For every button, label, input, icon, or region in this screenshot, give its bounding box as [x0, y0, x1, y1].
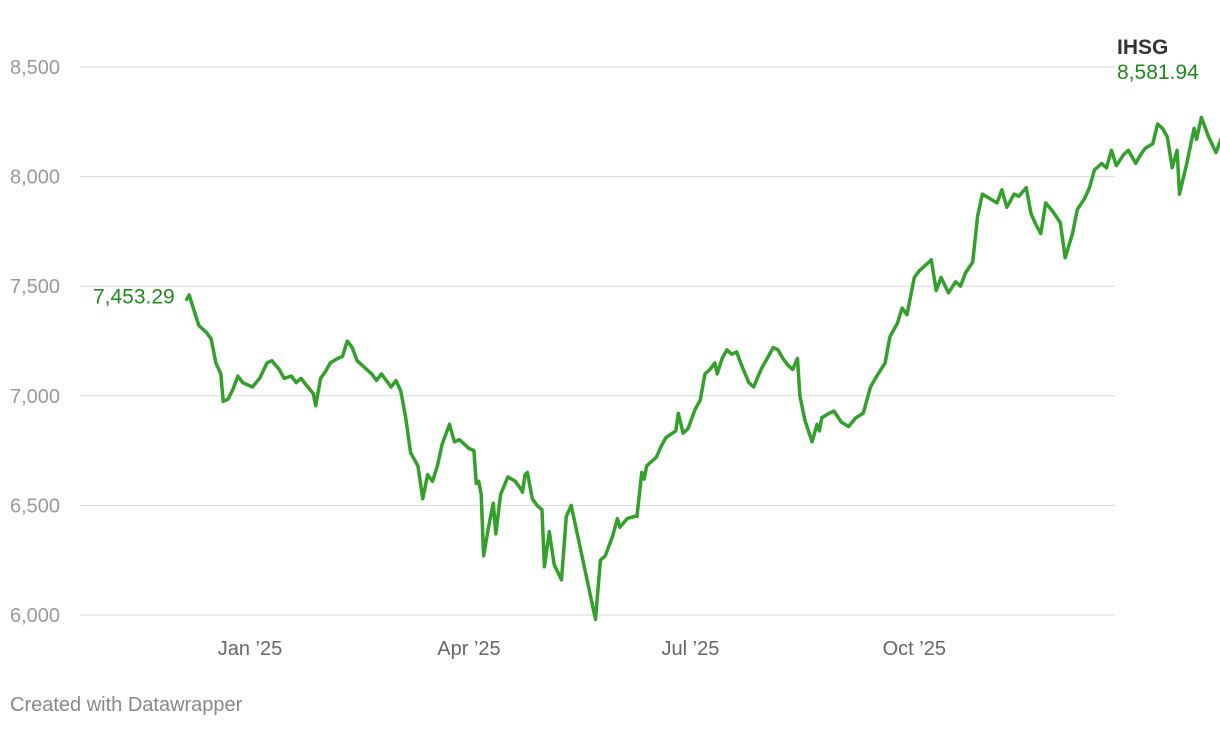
y-tick-label: 7,000	[10, 386, 60, 408]
start-value-label: 7,453.29	[93, 286, 175, 309]
x-tick-label: Jan ’25	[218, 638, 283, 660]
y-tick-label: 7,500	[10, 276, 60, 298]
x-tick-label: Apr ’25	[437, 638, 500, 660]
series-name-label: IHSG	[1117, 36, 1168, 59]
datawrapper-credit: Created with Datawrapper	[10, 694, 243, 716]
x-tick-label: Oct ’25	[883, 638, 946, 660]
series-line-ihsg	[184, 115, 1220, 622]
y-tick-label: 6,500	[10, 495, 60, 517]
y-tick-label: 6,000	[10, 605, 60, 627]
line-chart: 6,000 6,500 7,000 7,500 8,000 8,500 Jan ’25 Apr…	[10, 36, 1220, 660]
y-tick-label: 8,000	[10, 167, 60, 189]
x-tick-label: Jul ’25	[662, 638, 720, 660]
y-tick-label: 8,500	[10, 57, 60, 79]
end-value-label: 8,581.94	[1117, 61, 1199, 84]
